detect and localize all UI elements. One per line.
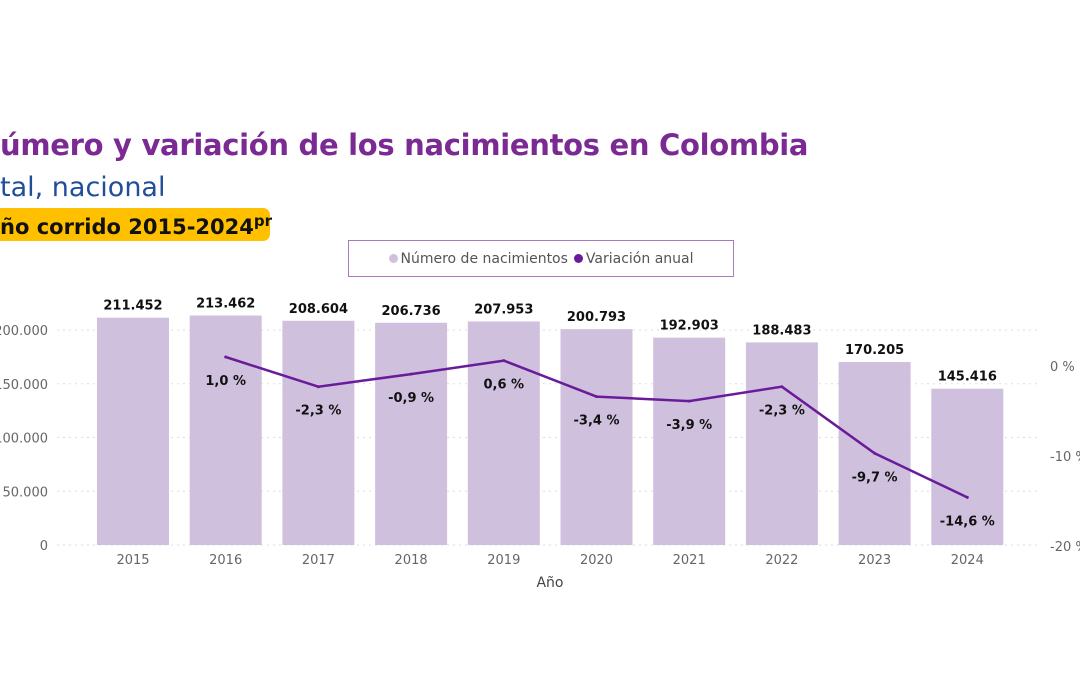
line-value-label: 1,0 % <box>205 374 246 389</box>
x-tick: 2017 <box>302 553 335 568</box>
bar-value-label: 192.903 <box>660 319 719 334</box>
bar-value-label: 207.953 <box>474 302 533 317</box>
line-value-label: -0,9 % <box>388 391 434 406</box>
legend-dot-icon <box>573 253 583 263</box>
legend-item-line[interactable]: Variación anual <box>573 250 694 267</box>
y-tick-right: 0 % <box>1050 360 1075 375</box>
x-tick: 2019 <box>487 553 520 568</box>
x-tick: 2016 <box>209 553 242 568</box>
legend-item-bars[interactable]: Número de nacimientos <box>388 250 568 267</box>
bar <box>375 322 448 545</box>
legend-label: Número de nacimientos <box>400 250 568 267</box>
chart-subtitle: tal, nacional <box>0 172 166 203</box>
period-superscript: pr <box>253 212 272 230</box>
x-tick: 2022 <box>765 553 798 568</box>
line-point <box>965 495 969 499</box>
bar <box>931 388 1004 545</box>
bar-value-label: 188.483 <box>752 323 811 338</box>
y-tick-left: 200.000 <box>0 324 48 339</box>
line-value-label: -9,7 % <box>852 470 898 485</box>
bar-value-label: 170.205 <box>845 343 904 358</box>
y-tick-right: -10 % <box>1050 450 1080 465</box>
bar <box>653 337 726 545</box>
bar-value-label: 213.462 <box>196 297 255 312</box>
bar <box>467 321 540 545</box>
period-text: ño corrido 2015-2024 <box>0 215 254 239</box>
bar-value-label: 145.416 <box>938 370 997 385</box>
bar <box>560 329 633 545</box>
x-axis-title: Año <box>536 575 563 591</box>
y-tick-left: 0 <box>40 539 48 554</box>
bar <box>745 342 818 545</box>
line-value-label: -3,9 % <box>666 418 712 433</box>
bar-value-label: 208.604 <box>289 302 348 317</box>
y-tick-left: 150.000 <box>0 378 48 393</box>
line-point <box>687 399 691 403</box>
chart-title: úmero y variación de los nacimientos en … <box>0 128 809 162</box>
line-point <box>409 372 413 376</box>
line-value-label: -3,4 % <box>574 414 620 429</box>
legend: Número de nacimientos Variación anual <box>348 240 734 277</box>
line-point <box>316 385 320 389</box>
line-point <box>873 451 877 455</box>
period-label: ño corrido 2015-2024pr <box>0 212 272 239</box>
period-badge <box>0 208 270 241</box>
line-point <box>224 355 228 359</box>
legend-dot-icon <box>388 253 398 263</box>
bar <box>97 317 169 545</box>
bar-value-label: 206.736 <box>381 304 440 319</box>
y-tick-left: 50.000 <box>3 485 49 500</box>
y-tick-right: -20 % <box>1050 540 1080 555</box>
x-tick: 2020 <box>580 553 613 568</box>
x-tick: 2018 <box>395 553 428 568</box>
bar-value-label: 211.452 <box>103 299 162 314</box>
x-tick: 2021 <box>673 553 706 568</box>
line-point <box>780 385 784 389</box>
line-value-label: -14,6 % <box>940 514 995 529</box>
x-tick: 2024 <box>951 553 984 568</box>
line-value-label: 0,6 % <box>484 378 525 393</box>
legend-label: Variación anual <box>585 250 694 267</box>
line-value-label: -2,3 % <box>295 404 341 419</box>
line-value-label: -2,3 % <box>759 404 805 419</box>
bar <box>282 320 355 545</box>
x-tick: 2015 <box>116 553 149 568</box>
y-tick-left: 100.000 <box>0 432 48 447</box>
x-tick: 2023 <box>858 553 891 568</box>
line-point <box>502 359 506 363</box>
bar <box>189 315 262 545</box>
bar-value-label: 200.793 <box>567 310 626 325</box>
line-point <box>595 395 598 399</box>
